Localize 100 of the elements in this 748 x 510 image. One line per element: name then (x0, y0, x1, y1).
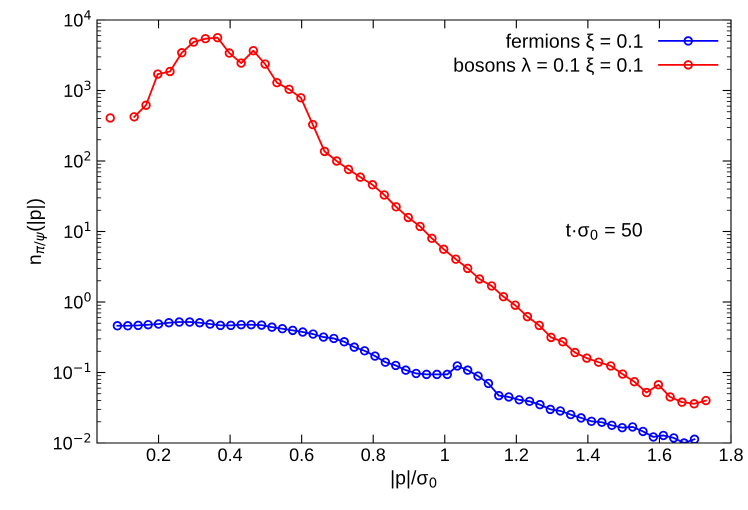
point (308, 329, 318, 339)
point (486, 281, 496, 291)
point (576, 413, 586, 423)
point (556, 406, 566, 416)
point (212, 32, 222, 42)
point (546, 404, 556, 414)
y-tick-label: 10$^{4}$ (64, 10, 91, 27)
point (226, 320, 236, 330)
point (462, 365, 472, 375)
point (618, 369, 628, 379)
point (272, 78, 282, 88)
point (320, 146, 330, 156)
point (256, 320, 266, 330)
point (368, 180, 378, 190)
point (473, 371, 483, 381)
y-tick-label: 10$^{1}$ (64, 222, 90, 238)
point (442, 370, 452, 380)
point (260, 59, 270, 69)
point (184, 317, 194, 327)
point (701, 396, 711, 406)
point (648, 432, 658, 442)
point (566, 410, 576, 420)
x-axis-title: |p|/σ$_{0}$ (392, 470, 436, 488)
point (658, 430, 668, 440)
point (594, 357, 604, 367)
point (546, 332, 556, 342)
x-tick-label: 1.2 (505, 448, 528, 461)
point (642, 388, 652, 398)
x-tick-label: 0.6 (290, 448, 314, 462)
point (129, 112, 139, 122)
point (438, 244, 448, 254)
point (308, 120, 318, 130)
point (278, 324, 288, 334)
point (236, 58, 246, 68)
point (522, 312, 532, 322)
point (504, 392, 514, 402)
x-tick-label: 0.8 (361, 448, 385, 462)
point (630, 376, 640, 386)
point (165, 66, 175, 76)
point (474, 274, 484, 284)
point (462, 264, 472, 274)
point (498, 292, 508, 302)
point (411, 368, 421, 378)
point (514, 395, 524, 405)
point (248, 46, 258, 56)
point (164, 318, 174, 328)
point (422, 370, 432, 380)
point (380, 357, 390, 367)
point (106, 113, 115, 123)
annotation: t·σ$_{0}$ = 50 (566, 222, 642, 240)
x-tick-label: 0.2 (146, 448, 170, 462)
point (452, 361, 462, 371)
point (194, 318, 204, 328)
point (391, 360, 400, 370)
point (665, 392, 675, 402)
point (690, 434, 700, 443)
y-tick-label: 10$^{3}$ (64, 80, 91, 98)
x-tick-label: 1.4 (576, 448, 600, 461)
point (174, 317, 184, 327)
point (154, 319, 164, 329)
point (246, 320, 256, 330)
point (200, 34, 210, 44)
point (332, 156, 342, 166)
point (340, 337, 349, 346)
x-tick-label: 1.6 (648, 448, 672, 462)
x-tick-label: 1 (441, 448, 449, 461)
point (177, 48, 187, 58)
point (356, 172, 366, 182)
y-tick-label: 10$^{0}$ (64, 292, 91, 309)
point (123, 321, 132, 330)
point (677, 397, 687, 407)
point (188, 37, 198, 47)
point (288, 326, 298, 336)
point (404, 212, 413, 222)
point (153, 69, 163, 79)
point (267, 322, 277, 332)
point (141, 100, 151, 110)
point (534, 320, 544, 330)
point (606, 361, 616, 371)
point (582, 353, 592, 363)
point (370, 351, 380, 361)
y-axis-title: n$_{π/ψ}$(|p|) (26, 199, 47, 264)
point (654, 380, 664, 390)
point (329, 334, 339, 344)
point (432, 370, 442, 380)
legend-label: fermions ξ = 0.1 (506, 34, 643, 52)
point (628, 422, 638, 432)
point (669, 433, 678, 443)
x-tick-label: 0.4 (218, 448, 242, 462)
point (318, 332, 328, 342)
point (586, 416, 596, 426)
point (236, 320, 246, 330)
point (524, 396, 534, 406)
point (427, 234, 437, 244)
point (205, 319, 215, 329)
point (401, 365, 410, 375)
point (284, 84, 294, 94)
point (570, 348, 580, 358)
y-tick-label: 10$^{−2}$ (54, 433, 90, 450)
point (451, 254, 461, 264)
